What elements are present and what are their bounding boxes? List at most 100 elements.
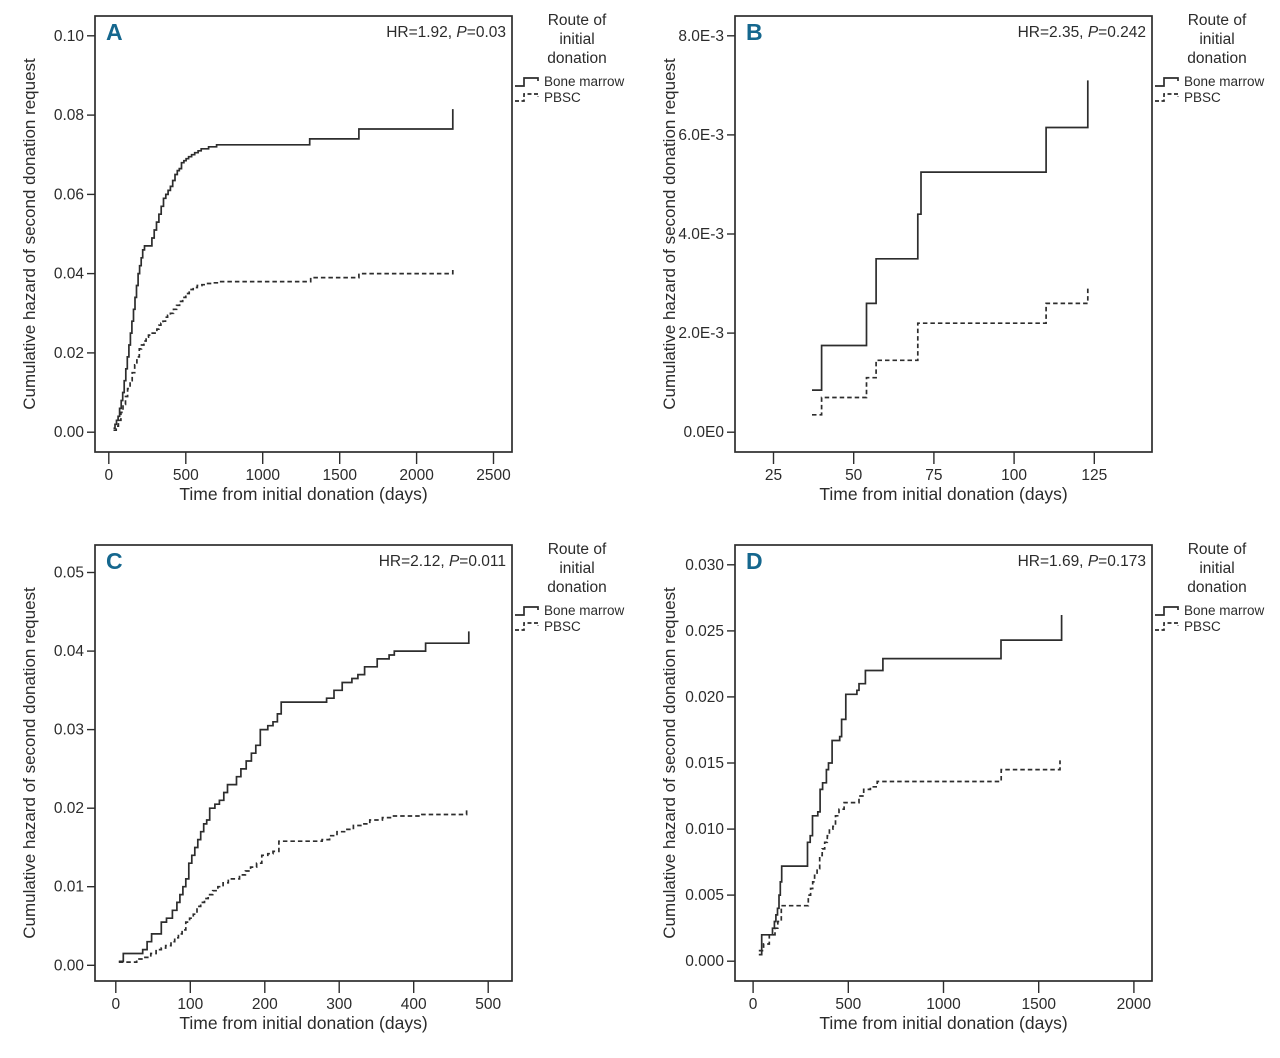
svg-text:75: 75 [925, 467, 942, 484]
svg-text:2.0E-3: 2.0E-3 [678, 325, 724, 342]
chart-d: 0 500 1000 1500 2000 0.000 0.005 0.010 0.015 0.02… [685, 544, 1153, 1013]
svg-text:50: 50 [845, 467, 863, 484]
hr-value: HR=1.69, [1017, 553, 1088, 570]
hr-p-annotation: HR=1.92, P=0.03 [95, 24, 506, 42]
svg-text:4.0E-3: 4.0E-3 [678, 226, 724, 243]
legend-entry-pbsc: PBSC [514, 619, 640, 634]
panel-c-letter: C [106, 548, 123, 574]
legend: Route of initial donation Bone marrow PB… [514, 541, 640, 635]
hr-value: HR=2.12, [378, 553, 449, 570]
panel-d: 0 500 1000 1500 2000 0.000 0.005 0.010 0.015 0.02… [640, 529, 1280, 1058]
svg-text:1500: 1500 [322, 467, 357, 484]
svg-text:2000: 2000 [399, 467, 434, 484]
svg-text:0.02: 0.02 [54, 800, 84, 817]
panel-b: 25 50 75 100 125 0.0E0 2.0E-3 4.0E-3 6.0E-3 8.0E-… [640, 0, 1280, 529]
legend-entry-label: Bone marrow [544, 602, 625, 618]
legend-title: Route of initial donation [514, 541, 640, 598]
pbsc-dashed-line-icon [1155, 621, 1179, 631]
legend-title-line: Route of [1187, 541, 1247, 558]
legend-entry-bone-marrow: Bone marrow [1154, 74, 1280, 89]
svg-text:8.0E-3: 8.0E-3 [678, 28, 724, 45]
pbsc-dashed-line-icon [515, 92, 539, 102]
legend-entry-bone-marrow: Bone marrow [514, 74, 640, 89]
legend-entry-pbsc: PBSC [1154, 619, 1280, 634]
legend-entry-bone-marrow: Bone marrow [1154, 603, 1280, 618]
svg-text:0.030: 0.030 [685, 557, 724, 574]
svg-text:0.005: 0.005 [685, 887, 724, 904]
svg-text:2500: 2500 [476, 467, 511, 484]
legend-entry-bone-marrow: Bone marrow [514, 603, 640, 618]
legend-title-line: donation [1187, 578, 1247, 596]
hr-p-annotation: HR=2.12, P=0.011 [95, 553, 506, 571]
svg-text:1000: 1000 [926, 996, 961, 1013]
p-value: =0.173 [1098, 553, 1146, 570]
svg-text:0.06: 0.06 [54, 186, 84, 203]
legend-entry-label: Bone marrow [1184, 73, 1265, 89]
legend-title-line: donation [547, 578, 607, 596]
legend-title: Route of initial donation [1154, 12, 1280, 69]
svg-text:0.00: 0.00 [54, 424, 85, 441]
legend-title-line: Route of [547, 12, 607, 29]
legend: Route of initial donation Bone marrow PB… [1154, 541, 1280, 635]
y-axis-title: Cumulative hazard of second donation req… [20, 587, 39, 939]
svg-text:1500: 1500 [1021, 996, 1056, 1013]
panel-b-letter: B [746, 19, 763, 45]
hr-p-annotation: HR=1.69, P=0.173 [735, 553, 1146, 571]
p-symbol: P [448, 553, 460, 570]
chart-c: 0 100 200 300 400 500 0.00 0.01 0.02 0.03 0.04 0.05 [54, 544, 513, 1013]
legend-entry-label: PBSC [544, 618, 581, 634]
panel-a: 0 500 1000 1500 2000 2500 0.00 0.02 0.04 0.06 0.08… [0, 0, 640, 529]
p-value: =0.03 [466, 24, 506, 41]
legend-title-line: Route of [547, 541, 607, 558]
p-value: =0.011 [459, 553, 506, 570]
legend-title-line: donation [547, 49, 607, 67]
chart-b: 25 50 75 100 125 0.0E0 2.0E-3 4.0E-3 6.0E-3 8.0E-… [678, 15, 1153, 484]
svg-text:500: 500 [173, 467, 199, 484]
svg-text:125: 125 [1081, 467, 1107, 484]
legend-entry-label: PBSC [544, 89, 581, 105]
svg-text:0.02: 0.02 [54, 345, 84, 362]
panel-d-letter: D [746, 548, 763, 574]
svg-text:0.08: 0.08 [54, 107, 84, 124]
svg-text:0: 0 [749, 996, 758, 1013]
panel-a-letter: A [106, 19, 123, 45]
svg-text:200: 200 [252, 996, 278, 1013]
svg-text:500: 500 [475, 996, 501, 1013]
legend-title-line: initial [559, 30, 595, 48]
svg-text:0.03: 0.03 [54, 722, 84, 739]
x-axis-title: Time from initial donation (days) [819, 1013, 1068, 1033]
p-symbol: P [1087, 24, 1099, 41]
pbsc-dashed-line-icon [515, 621, 539, 631]
legend-title: Route of initial donation [514, 12, 640, 69]
legend-entry-pbsc: PBSC [1154, 90, 1280, 105]
svg-text:0.0E0: 0.0E0 [683, 424, 724, 441]
hr-value: HR=2.35, [1017, 24, 1088, 41]
svg-text:0: 0 [111, 996, 120, 1013]
svg-text:0.010: 0.010 [685, 821, 724, 838]
svg-text:0.00: 0.00 [54, 957, 85, 974]
svg-text:0.01: 0.01 [54, 879, 84, 896]
pbsc-dashed-line-icon [1155, 92, 1179, 102]
svg-text:2000: 2000 [1117, 996, 1152, 1013]
panel-c: 0 100 200 300 400 500 0.00 0.01 0.02 0.03 0.04 0.05… [0, 529, 640, 1058]
bone-marrow-solid-line-icon [515, 605, 539, 616]
svg-text:6.0E-3: 6.0E-3 [678, 127, 724, 144]
svg-text:0.000: 0.000 [685, 953, 724, 970]
x-axis-title: Time from initial donation (days) [819, 484, 1068, 504]
bone-marrow-solid-line-icon [515, 76, 539, 87]
y-axis-title: Cumulative hazard of second donation req… [20, 58, 39, 410]
legend-title-line: initial [559, 559, 595, 577]
legend-entry-label: Bone marrow [1184, 602, 1265, 618]
svg-text:0.05: 0.05 [54, 565, 84, 582]
legend-title: Route of initial donation [1154, 541, 1280, 598]
svg-text:1000: 1000 [245, 467, 280, 484]
legend-entry-label: PBSC [1184, 618, 1221, 634]
chart-a: 0 500 1000 1500 2000 2500 0.00 0.02 0.04 0.06 0.08… [54, 15, 513, 484]
x-axis-title: Time from initial donation (days) [179, 484, 428, 504]
p-value: =0.242 [1098, 24, 1146, 41]
svg-text:100: 100 [177, 996, 203, 1013]
p-symbol: P [456, 24, 467, 41]
hr-p-annotation: HR=2.35, P=0.242 [735, 24, 1146, 42]
legend-entry-pbsc: PBSC [514, 90, 640, 105]
svg-text:0.020: 0.020 [685, 689, 724, 706]
